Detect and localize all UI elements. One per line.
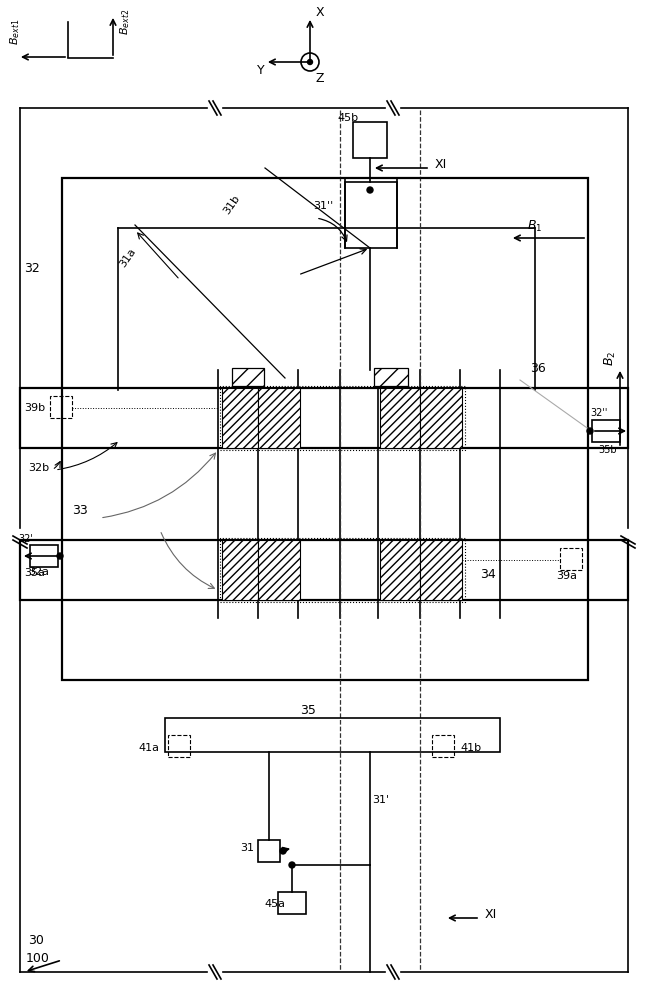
Text: 31a: 31a [118, 247, 138, 269]
Text: $B_{ext2}$: $B_{ext2}$ [118, 9, 132, 35]
Text: 31': 31' [372, 795, 389, 805]
Text: 31b: 31b [222, 194, 242, 216]
Bar [420, 388, 462, 448]
Text: 32: 32 [24, 261, 40, 274]
Bar [168, 735, 190, 757]
Bar [222, 388, 258, 448]
Text: XI: XI [485, 908, 497, 922]
Bar [258, 388, 300, 448]
Text: 45a: 45a [264, 899, 285, 909]
Text: 32a: 32a [28, 567, 49, 577]
Text: 45b: 45b [337, 113, 358, 123]
Text: 35a: 35a [24, 568, 45, 578]
Bar [165, 718, 500, 752]
Bar [258, 840, 280, 862]
Text: 39b: 39b [24, 403, 45, 413]
Bar [432, 735, 454, 757]
Text: $B_{ext1}$: $B_{ext1}$ [8, 19, 22, 45]
Bar [20, 388, 628, 448]
Bar [20, 540, 628, 600]
Bar [380, 540, 420, 600]
Text: 32': 32' [18, 534, 33, 544]
Bar [232, 368, 264, 386]
Text: 31'': 31'' [313, 201, 333, 211]
Bar [30, 545, 58, 567]
Bar [258, 540, 300, 600]
Bar [50, 396, 72, 418]
Text: 32b: 32b [28, 463, 49, 473]
Text: XI: XI [435, 158, 447, 172]
Bar [420, 540, 462, 600]
Bar [380, 388, 420, 448]
Text: Y: Y [257, 64, 264, 77]
Text: 39a: 39a [556, 571, 577, 581]
Text: 36: 36 [530, 361, 546, 374]
Bar [222, 540, 258, 600]
Bar [345, 182, 397, 248]
Circle shape [57, 553, 63, 559]
Text: 33: 33 [72, 504, 87, 516]
Bar [560, 548, 582, 570]
Text: 34: 34 [480, 568, 496, 582]
Circle shape [280, 848, 286, 854]
Circle shape [308, 60, 312, 64]
Text: 41a: 41a [138, 743, 159, 753]
Bar [278, 892, 306, 914]
Circle shape [587, 428, 593, 434]
Text: 35: 35 [300, 704, 316, 716]
Bar [220, 386, 465, 450]
Bar [220, 538, 465, 602]
Text: $B_2$: $B_2$ [603, 350, 618, 366]
Text: 41b: 41b [460, 743, 481, 753]
Text: 35b: 35b [598, 445, 617, 455]
Text: Z: Z [316, 72, 325, 85]
Bar [374, 368, 408, 386]
Bar [62, 178, 588, 680]
Bar [353, 122, 387, 158]
Text: 100: 100 [26, 952, 50, 964]
Text: 31: 31 [240, 843, 254, 853]
Text: 32'': 32'' [590, 408, 607, 418]
Circle shape [289, 862, 295, 868]
Text: X: X [316, 5, 325, 18]
Text: $B_1$: $B_1$ [527, 218, 542, 234]
Bar [592, 420, 620, 442]
Text: 30: 30 [28, 934, 44, 946]
Circle shape [367, 187, 373, 193]
